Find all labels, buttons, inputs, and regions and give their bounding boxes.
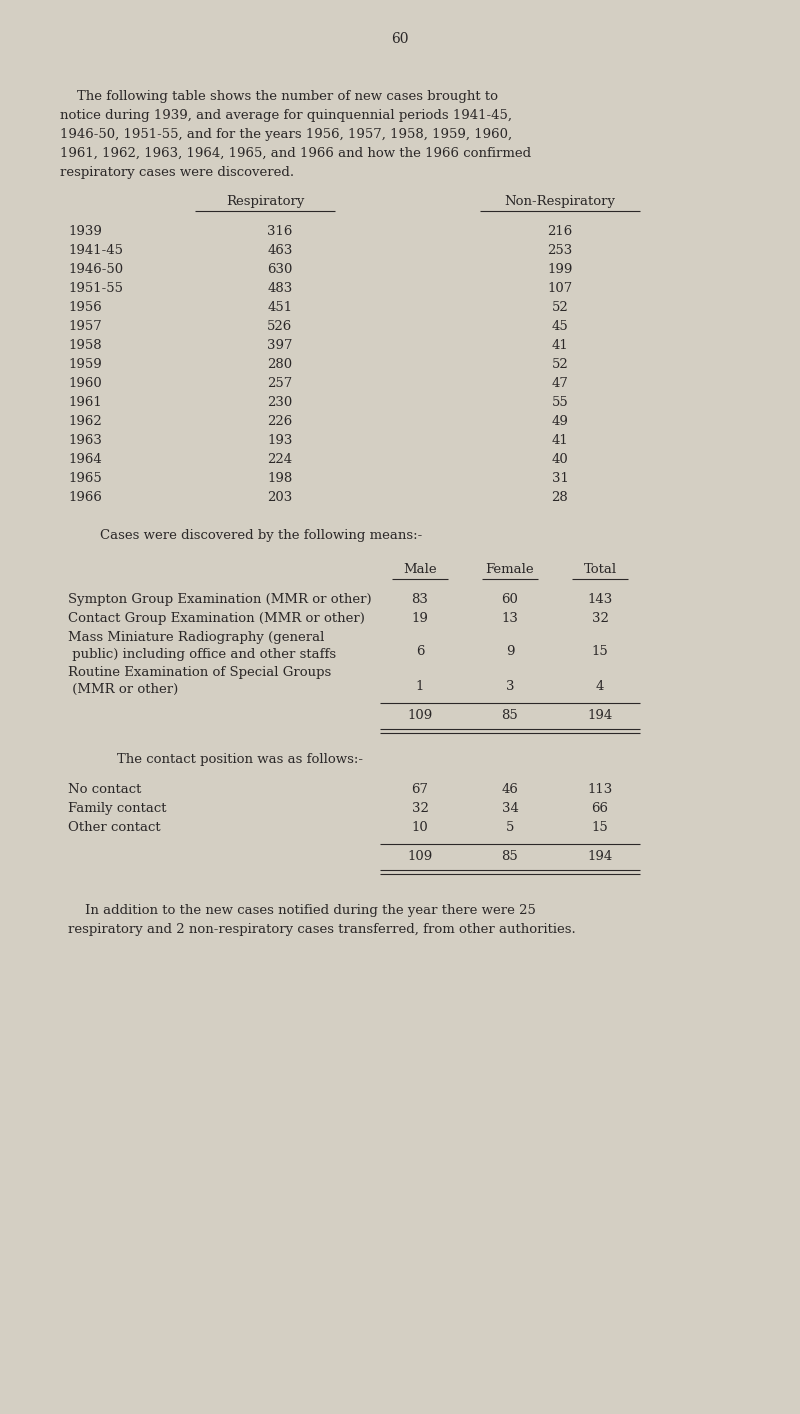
Text: Male: Male — [403, 563, 437, 575]
Text: notice during 1939, and average for quinquennial periods 1941-45,: notice during 1939, and average for quin… — [60, 109, 512, 122]
Text: 630: 630 — [267, 263, 293, 276]
Text: 13: 13 — [502, 612, 518, 625]
Text: 1959: 1959 — [68, 358, 102, 370]
Text: 109: 109 — [407, 850, 433, 863]
Text: 4: 4 — [596, 680, 604, 693]
Text: Other contact: Other contact — [68, 822, 161, 834]
Text: The following table shows the number of new cases brought to: The following table shows the number of … — [60, 90, 498, 103]
Text: No contact: No contact — [68, 783, 142, 796]
Text: Non-Respiratory: Non-Respiratory — [505, 195, 615, 208]
Text: 316: 316 — [267, 225, 293, 238]
Text: 1960: 1960 — [68, 378, 102, 390]
Text: 3: 3 — [506, 680, 514, 693]
Text: 193: 193 — [267, 434, 293, 447]
Text: 1963: 1963 — [68, 434, 102, 447]
Text: 52: 52 — [552, 358, 568, 370]
Text: 483: 483 — [267, 281, 293, 296]
Text: 1966: 1966 — [68, 491, 102, 503]
Text: 60: 60 — [391, 33, 409, 47]
Text: Contact Group Examination (MMR or other): Contact Group Examination (MMR or other) — [68, 612, 365, 625]
Text: 66: 66 — [591, 802, 609, 814]
Text: 526: 526 — [267, 320, 293, 334]
Text: 1962: 1962 — [68, 414, 102, 428]
Text: 1946-50: 1946-50 — [68, 263, 123, 276]
Text: 32: 32 — [591, 612, 609, 625]
Text: 9: 9 — [506, 645, 514, 658]
Text: 280: 280 — [267, 358, 293, 370]
Text: 83: 83 — [411, 592, 429, 607]
Text: 40: 40 — [552, 452, 568, 467]
Text: 1961, 1962, 1963, 1964, 1965, and 1966 and how the 1966 confirmed: 1961, 1962, 1963, 1964, 1965, and 1966 a… — [60, 147, 531, 160]
Text: 47: 47 — [551, 378, 569, 390]
Text: 203: 203 — [267, 491, 293, 503]
Text: 216: 216 — [547, 225, 573, 238]
Text: 60: 60 — [502, 592, 518, 607]
Text: 15: 15 — [592, 822, 608, 834]
Text: respiratory cases were discovered.: respiratory cases were discovered. — [60, 165, 294, 180]
Text: 1958: 1958 — [68, 339, 102, 352]
Text: 198: 198 — [267, 472, 293, 485]
Text: 1964: 1964 — [68, 452, 102, 467]
Text: 253: 253 — [547, 245, 573, 257]
Text: 67: 67 — [411, 783, 429, 796]
Text: The contact position was as follows:-: The contact position was as follows:- — [100, 754, 363, 766]
Text: 199: 199 — [547, 263, 573, 276]
Text: 397: 397 — [267, 339, 293, 352]
Text: 6: 6 — [416, 645, 424, 658]
Text: 451: 451 — [267, 301, 293, 314]
Text: Cases were discovered by the following means:-: Cases were discovered by the following m… — [100, 529, 422, 542]
Text: 230: 230 — [267, 396, 293, 409]
Text: 226: 226 — [267, 414, 293, 428]
Text: 1939: 1939 — [68, 225, 102, 238]
Text: Total: Total — [583, 563, 617, 575]
Text: 46: 46 — [502, 783, 518, 796]
Text: Mass Miniature Radiography (general: Mass Miniature Radiography (general — [68, 631, 324, 643]
Text: Respiratory: Respiratory — [226, 195, 304, 208]
Text: 55: 55 — [552, 396, 568, 409]
Text: Family contact: Family contact — [68, 802, 166, 814]
Text: 257: 257 — [267, 378, 293, 390]
Text: 41: 41 — [552, 434, 568, 447]
Text: 45: 45 — [552, 320, 568, 334]
Text: 143: 143 — [587, 592, 613, 607]
Text: 1: 1 — [416, 680, 424, 693]
Text: 32: 32 — [411, 802, 429, 814]
Text: 1961: 1961 — [68, 396, 102, 409]
Text: 15: 15 — [592, 645, 608, 658]
Text: In addition to the new cases notified during the year there were 25: In addition to the new cases notified du… — [68, 904, 536, 918]
Text: respiratory and 2 non-respiratory cases transferred, from other authorities.: respiratory and 2 non-respiratory cases … — [68, 923, 576, 936]
Text: 107: 107 — [547, 281, 573, 296]
Text: 31: 31 — [551, 472, 569, 485]
Text: 224: 224 — [267, 452, 293, 467]
Text: 463: 463 — [267, 245, 293, 257]
Text: 113: 113 — [587, 783, 613, 796]
Text: 34: 34 — [502, 802, 518, 814]
Text: 10: 10 — [412, 822, 428, 834]
Text: 41: 41 — [552, 339, 568, 352]
Text: 85: 85 — [502, 850, 518, 863]
Text: 194: 194 — [587, 708, 613, 723]
Text: (MMR or other): (MMR or other) — [68, 683, 178, 696]
Text: 52: 52 — [552, 301, 568, 314]
Text: 85: 85 — [502, 708, 518, 723]
Text: 49: 49 — [551, 414, 569, 428]
Text: Female: Female — [486, 563, 534, 575]
Text: 1956: 1956 — [68, 301, 102, 314]
Text: 1946-50, 1951-55, and for the years 1956, 1957, 1958, 1959, 1960,: 1946-50, 1951-55, and for the years 1956… — [60, 129, 512, 141]
Text: Sympton Group Examination (MMR or other): Sympton Group Examination (MMR or other) — [68, 592, 372, 607]
Text: 19: 19 — [411, 612, 429, 625]
Text: 5: 5 — [506, 822, 514, 834]
Text: 194: 194 — [587, 850, 613, 863]
Text: Routine Examination of Special Groups: Routine Examination of Special Groups — [68, 666, 331, 679]
Text: 1941-45: 1941-45 — [68, 245, 123, 257]
Text: 1951-55: 1951-55 — [68, 281, 123, 296]
Text: 109: 109 — [407, 708, 433, 723]
Text: public) including office and other staffs: public) including office and other staff… — [68, 648, 336, 660]
Text: 1965: 1965 — [68, 472, 102, 485]
Text: 28: 28 — [552, 491, 568, 503]
Text: 1957: 1957 — [68, 320, 102, 334]
